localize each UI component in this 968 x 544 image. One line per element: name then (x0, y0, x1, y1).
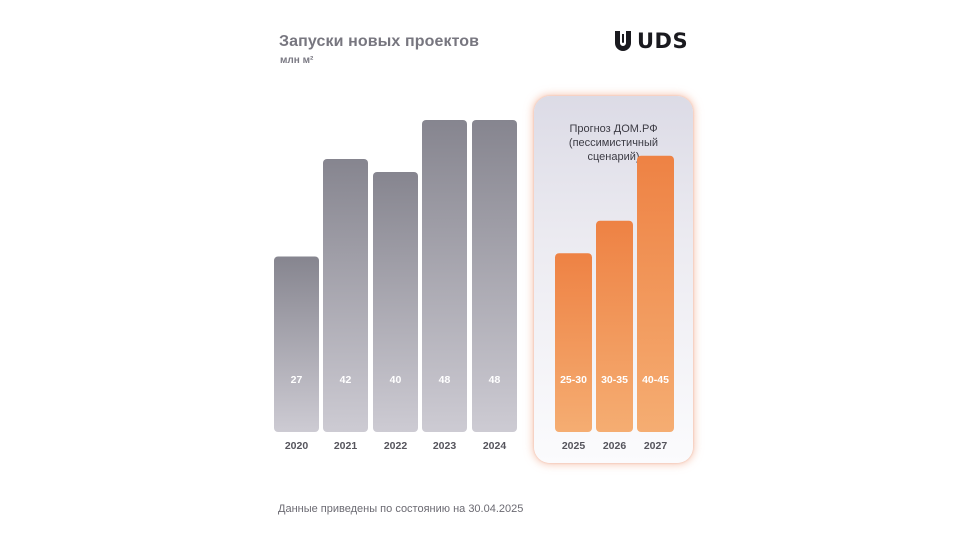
x-tick-2027: 2027 (644, 440, 668, 452)
bar-2027 (637, 155, 674, 432)
x-tick-2025: 2025 (562, 440, 586, 452)
x-tick-2021: 2021 (334, 440, 358, 452)
bar-2021 (323, 159, 368, 432)
forecast-label: Прогноз ДОМ.РФ (пессимистичный сценарий) (534, 122, 693, 164)
value-label-2026: 30-35 (601, 374, 628, 386)
forecast-label-line-2: (пессимистичный (568, 137, 659, 149)
bar-2026 (596, 220, 633, 432)
value-label-2020: 27 (291, 374, 303, 386)
x-tick-2026: 2026 (603, 440, 627, 452)
value-label-2021: 42 (340, 374, 352, 386)
x-tick-2020: 2020 (285, 440, 309, 452)
value-label-2027: 40-45 (642, 374, 669, 386)
logo-text: UDS (637, 29, 689, 53)
chart-title: Запуски новых проектов (279, 33, 480, 50)
bar-2020 (274, 256, 319, 432)
value-label-2022: 40 (390, 374, 402, 386)
bar-2022 (373, 172, 418, 432)
x-tick-2022: 2022 (384, 440, 408, 452)
forecast-label-line-1: Прогноз ДОМ.РФ (569, 123, 658, 135)
chart-unit: млн м² (280, 55, 314, 66)
footnote: Данные приведены по состоянию на 30.04.2… (278, 503, 524, 515)
uds-logo-mark-icon (615, 31, 631, 51)
value-label-2024: 48 (489, 374, 501, 386)
x-tick-2023: 2023 (433, 440, 457, 452)
value-label-2025: 25-30 (560, 374, 587, 386)
value-label-2023: 48 (439, 374, 451, 386)
uds-logo: UDS (613, 29, 689, 53)
x-tick-2024: 2024 (483, 440, 507, 452)
bar-2025 (555, 253, 592, 432)
bar-2023 (422, 120, 467, 432)
bar-2024 (472, 120, 517, 432)
forecast-label-line-3: сценарий) (587, 151, 640, 163)
